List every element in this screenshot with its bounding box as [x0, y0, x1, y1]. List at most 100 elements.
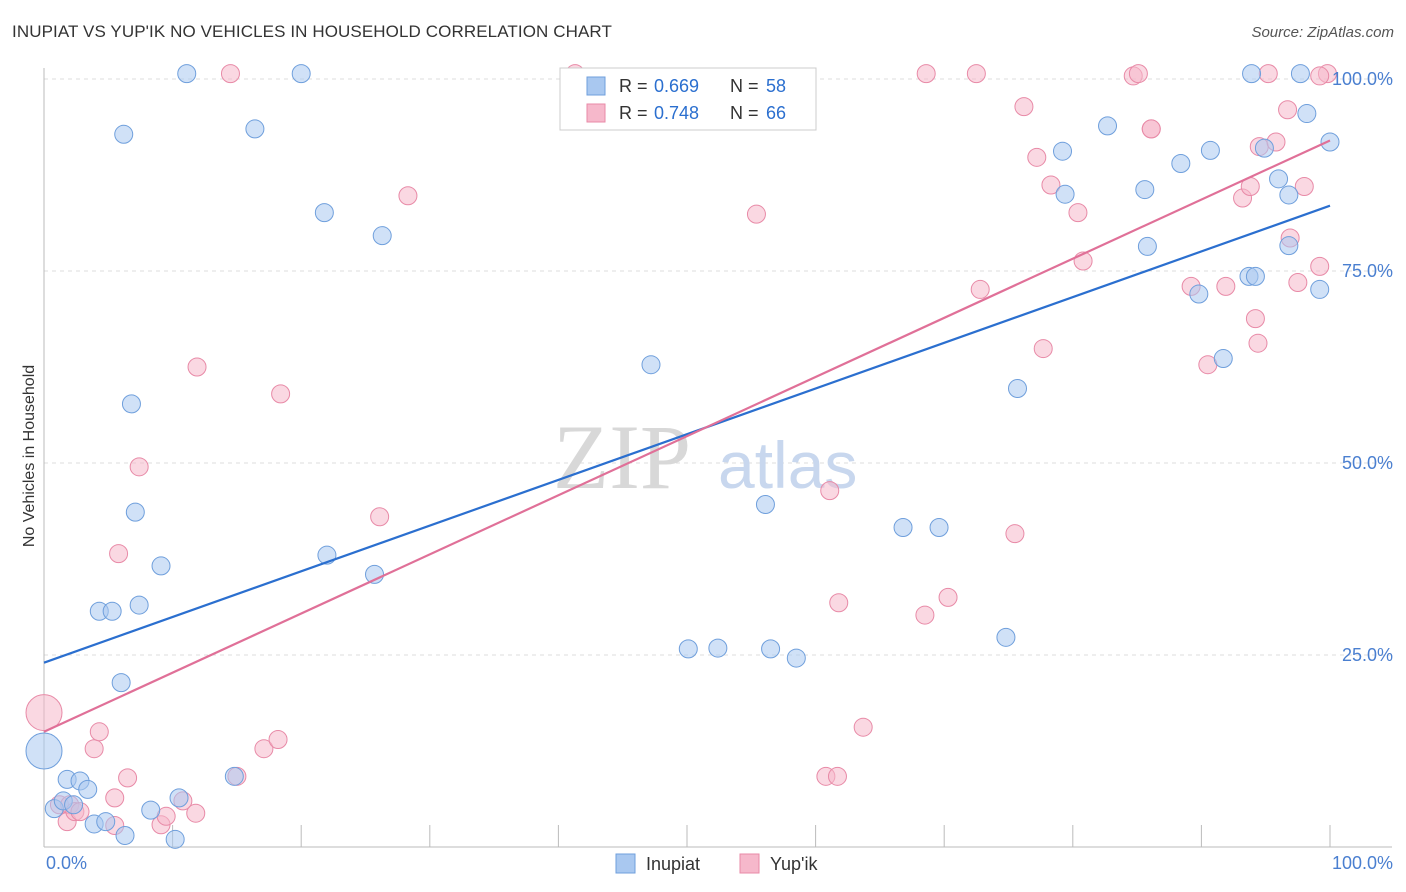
- inupiat-point: [1200, 140, 1220, 160]
- yupik-point: [105, 788, 125, 808]
- legend-bottom-swatch-yupik: [739, 853, 760, 874]
- inupiat-point: [641, 355, 661, 375]
- yupik-point: [1041, 175, 1061, 195]
- inupiat-points: [25, 64, 1340, 849]
- yupik-point: [129, 457, 149, 477]
- legend-r-value-yupik: 0.748: [654, 103, 699, 123]
- legend-r-value-inupiat: 0.669: [654, 76, 699, 96]
- inupiat-point: [1269, 169, 1289, 189]
- x-tick-label: 100.0%: [1332, 853, 1393, 873]
- yupik-point: [915, 605, 935, 625]
- inupiat-point: [245, 119, 265, 139]
- inupiat-point: [929, 518, 949, 538]
- y-tick-label: 25.0%: [1342, 645, 1393, 665]
- legend-r-label-inupiat: R =: [619, 76, 648, 96]
- inupiat-point: [372, 226, 392, 246]
- x-tick-labels: 0.0% 100.0%: [46, 853, 1393, 873]
- yupik-point: [1310, 256, 1330, 276]
- yupik-point: [370, 507, 390, 527]
- inupiat-point: [224, 766, 244, 786]
- yupik-point: [1278, 100, 1298, 120]
- legend-n-label-yupik: N =: [730, 103, 759, 123]
- yupik-point: [89, 722, 109, 742]
- trend-lines: [43, 139, 1331, 733]
- source-credit: Source: ZipAtlas.com: [1251, 24, 1394, 41]
- legend-swatch-yupik: [586, 103, 606, 123]
- yupik-point: [1128, 64, 1148, 84]
- inupiat-point: [996, 627, 1016, 647]
- yupik-point: [938, 587, 958, 607]
- yupik-point: [746, 204, 766, 224]
- inupiat-point: [1242, 64, 1262, 84]
- inupiat-point: [786, 648, 806, 668]
- yupik-point: [1310, 66, 1330, 86]
- yupik-point: [970, 279, 990, 299]
- inupiat-point: [1189, 284, 1209, 304]
- inupiat-point: [1290, 64, 1310, 84]
- inupiat-point: [755, 494, 775, 514]
- legend-bottom-swatch-inupiat: [615, 853, 636, 874]
- watermark: ZIP atlas: [553, 406, 857, 508]
- yupik-point: [1005, 524, 1025, 544]
- x-tick-label: 0.0%: [46, 853, 87, 873]
- yupik-point: [84, 739, 104, 759]
- inupiat-point: [78, 779, 98, 799]
- inupiat-point: [141, 800, 161, 820]
- yupik-point: [966, 64, 986, 84]
- yupik-point: [1033, 339, 1053, 359]
- yupik-point: [827, 766, 847, 786]
- legend-swatch-inupiat: [586, 76, 606, 96]
- yupik-point: [186, 803, 206, 823]
- legend-bottom-label-inupiat: Inupiat: [646, 854, 700, 874]
- yupik-point: [254, 739, 274, 759]
- legend-n-value-yupik: 66: [766, 103, 786, 123]
- inupiat-point: [1254, 138, 1274, 158]
- inupiat-point: [121, 394, 141, 414]
- yupik-point: [1288, 273, 1308, 293]
- inupiat-point: [1245, 266, 1265, 286]
- y-axis-label: No Vehicles in Household: [21, 365, 38, 547]
- inupiat-point: [893, 518, 913, 538]
- inupiat-point: [129, 595, 149, 615]
- inupiat-point: [1053, 141, 1073, 161]
- yupik-point: [1294, 177, 1314, 197]
- inupiat-point: [96, 812, 116, 832]
- inupiat-point: [177, 64, 197, 84]
- legend-bottom: Inupiat Yup'ik: [615, 853, 818, 874]
- inupiat-point: [111, 673, 131, 693]
- inupiat-point: [102, 601, 122, 621]
- yupik-point: [916, 64, 936, 84]
- inupiat-point: [314, 203, 334, 223]
- yupik-point: [1027, 147, 1047, 167]
- inupiat-point: [291, 64, 311, 84]
- inupiat-point: [1055, 184, 1075, 204]
- inupiat-point: [165, 829, 185, 849]
- inupiat-point: [1297, 104, 1317, 124]
- yupik-point: [1141, 119, 1161, 139]
- inupiat-point: [1320, 132, 1340, 152]
- yupik-point: [1248, 333, 1268, 353]
- yupik-point: [1014, 97, 1034, 117]
- yupik-point: [268, 729, 288, 749]
- inupiat-point: [1008, 379, 1028, 399]
- inupiat-point: [1310, 279, 1330, 299]
- inupiat-point: [125, 502, 145, 522]
- y-tick-label: 75.0%: [1342, 261, 1393, 281]
- yupik-point: [271, 384, 291, 404]
- legend-n-value-inupiat: 58: [766, 76, 786, 96]
- inupiat-point: [25, 732, 63, 770]
- yupik-point: [187, 357, 207, 377]
- inupiat-point: [1213, 349, 1233, 369]
- inupiat-point: [1135, 180, 1155, 200]
- yupik-point: [109, 544, 129, 564]
- y-tick-label: 50.0%: [1342, 453, 1393, 473]
- yupik-point: [220, 64, 240, 84]
- inupiat-point: [1137, 236, 1157, 256]
- inupiat-point: [151, 556, 171, 576]
- chart-title: INUPIAT VS YUP'IK NO VEHICLES IN HOUSEHO…: [12, 22, 612, 41]
- inupiat-point: [169, 788, 189, 808]
- inupiat-point: [1171, 153, 1191, 173]
- y-tick-labels: 25.0% 50.0% 75.0% 100.0%: [1332, 69, 1393, 665]
- inupiat-point: [114, 124, 134, 144]
